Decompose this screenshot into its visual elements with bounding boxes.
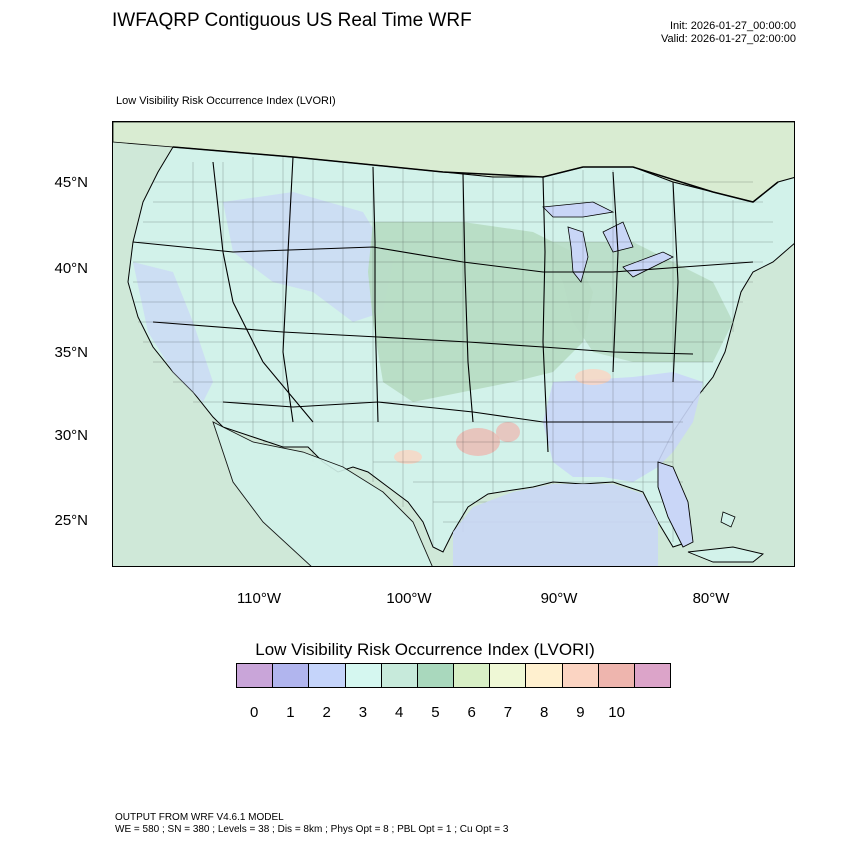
init-time: Init: 2026-01-27_00:00:00 — [670, 20, 796, 32]
plains-high-area — [368, 222, 593, 402]
legend-tick-label: 10 — [608, 704, 625, 721]
legend-title: Low Visibility Risk Occurrence Index (LV… — [255, 640, 595, 659]
lon-label-110w: 110°W — [236, 590, 282, 607]
west-low-area — [223, 192, 393, 322]
legend-swatch — [526, 664, 563, 687]
legend-tick-label: 2 — [322, 704, 331, 721]
page-title: IWFAQRP Contiguous US Real Time WRF — [112, 10, 472, 31]
cuba — [687, 546, 765, 563]
footer-model-line: OUTPUT FROM WRF V4.6.1 MODEL — [115, 812, 284, 823]
valid-time: Valid: 2026-01-27_02:00:00 — [661, 33, 796, 45]
tennessee-warm-spot — [575, 369, 611, 385]
legend-tick-label: 1 — [286, 704, 295, 721]
legend-swatch — [454, 664, 491, 687]
florida — [657, 461, 694, 548]
legend-tick-label: 8 — [539, 704, 549, 721]
legend-tick-label: 4 — [394, 704, 404, 721]
legend-swatch — [381, 664, 418, 687]
legend-swatch — [598, 664, 635, 687]
legend-swatch — [345, 664, 382, 687]
legend-tick-label: 9 — [576, 704, 585, 721]
legend-swatch — [417, 664, 455, 687]
lat-label-40: 40°N — [54, 260, 88, 277]
east-texas-hot-spot — [496, 422, 520, 442]
rio-grande-warm-spot — [394, 450, 422, 464]
legend-tick-label: 6 — [467, 704, 476, 721]
legend-swatch — [309, 664, 346, 687]
legend-swatch — [237, 664, 274, 687]
legend-tick-label: 3 — [358, 704, 368, 721]
legend-swatch — [562, 664, 599, 687]
legend-swatch — [273, 664, 310, 687]
footer-config-line: WE = 580 ; SN = 380 ; Levels = 38 ; Dis … — [115, 824, 509, 835]
lake-superior — [542, 201, 615, 218]
map-svg — [113, 122, 794, 566]
bahamas — [720, 511, 736, 528]
lon-label-90w: 90°W — [540, 590, 578, 607]
lat-label-35: 35°N — [54, 344, 88, 361]
map-panel — [112, 121, 795, 567]
legend-tick-label: 0 — [249, 704, 259, 721]
map-subtitle: Low Visibility Risk Occurrence Index (LV… — [116, 95, 336, 107]
lon-label-80w: 80°W — [692, 590, 730, 607]
lat-label-30: 30°N — [54, 427, 88, 444]
gulf-of-mexico — [453, 484, 658, 566]
lat-label-25: 25°N — [54, 512, 88, 529]
lon-label-100w: 100°W — [386, 590, 432, 607]
color-bar — [236, 663, 671, 688]
legend-tick-label: 5 — [431, 704, 440, 721]
mexico-land — [212, 421, 433, 566]
legend-swatch — [490, 664, 527, 687]
legend-tick-label: 7 — [503, 704, 513, 721]
legend-swatch — [634, 664, 671, 687]
lat-label-45: 45°N — [54, 174, 88, 191]
